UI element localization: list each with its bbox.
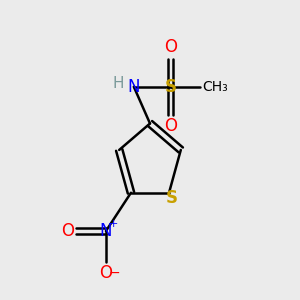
Text: −: − [109,266,121,280]
Text: N: N [100,222,112,240]
Text: N: N [128,78,140,96]
Text: O: O [164,38,177,56]
Text: O: O [99,264,112,282]
Text: S: S [165,189,177,207]
Text: S: S [165,78,177,96]
Text: +: + [109,219,118,229]
Text: O: O [61,222,74,240]
Text: CH₃: CH₃ [202,80,228,94]
Text: O: O [164,117,177,135]
Text: H: H [112,76,124,91]
